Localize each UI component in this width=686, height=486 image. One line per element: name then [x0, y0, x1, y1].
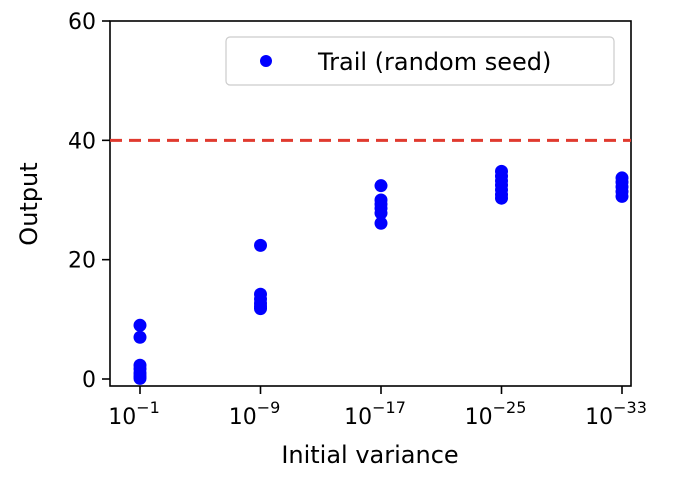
data-points: [133, 164, 629, 385]
x-tick-label: 10−33: [585, 398, 647, 430]
x-tick-label: 10−9: [229, 398, 281, 430]
y-tick-label: 60: [68, 10, 96, 35]
legend-box: [225, 36, 615, 86]
y-tick-label: 0: [82, 368, 96, 393]
x-tick-label: 10−1: [108, 398, 160, 430]
y-tick-label: 20: [68, 249, 96, 274]
x-tick-exponent: −17: [372, 398, 406, 417]
x-tick-exponent: −9: [257, 398, 281, 417]
x-tick-exponent: −1: [136, 398, 160, 417]
legend-marker: [260, 55, 272, 67]
y-axis-label: Output: [15, 162, 43, 245]
legend: Trail (random seed): [225, 36, 615, 86]
x-tick-base: 10: [344, 405, 372, 430]
data-point: [495, 191, 508, 205]
x-tick-exponent: −33: [613, 398, 647, 417]
data-point: [374, 216, 388, 230]
x-tick-base: 10: [108, 405, 136, 430]
x-axis-label: Initial variance: [281, 441, 458, 469]
data-point: [374, 206, 388, 220]
plot-frame: [109, 20, 632, 387]
data-point: [133, 318, 147, 332]
x-tick-base: 10: [465, 405, 493, 430]
x-axis-ticks: 10−1 10−9 10−17 10−25 10−33: [108, 386, 647, 430]
data-point: [615, 189, 629, 203]
x-tick-label: 10−25: [465, 398, 527, 430]
x-tick-base: 10: [585, 405, 613, 430]
y-tick-label: 40: [68, 129, 96, 154]
y-axis-ticks: 0 20 40 60: [68, 10, 110, 393]
x-tick-exponent: −25: [493, 398, 527, 417]
x-tick-base: 10: [229, 405, 257, 430]
x-tick-label: 10−17: [344, 398, 406, 430]
data-point: [374, 179, 388, 193]
data-point: [254, 302, 267, 316]
data-point: [133, 371, 147, 385]
legend-label: Trail (random seed): [317, 48, 551, 76]
data-point: [254, 238, 267, 252]
data-point: [133, 330, 147, 344]
plot-area: [109, 20, 632, 387]
